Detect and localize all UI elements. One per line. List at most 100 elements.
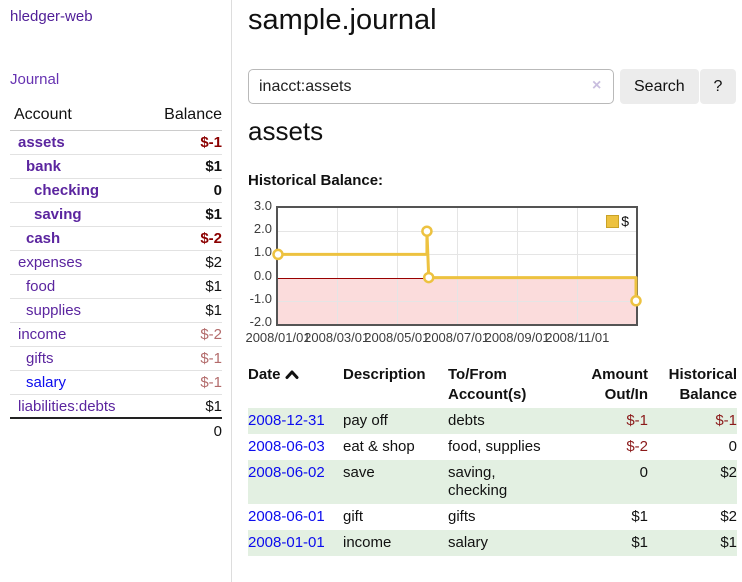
transaction-date-link[interactable]: 2008-06-02 xyxy=(248,464,325,481)
column-header-accounts: To/From Account(s) xyxy=(448,366,527,403)
register-row[interactable]: 2008-06-03 eat & shop food, supplies $-2… xyxy=(248,434,737,460)
transaction-balance: $-1 xyxy=(715,412,737,429)
account-row-cash: cash $-2 xyxy=(10,227,222,251)
account-row-checking: checking 0 xyxy=(10,179,222,203)
register-header-row: Date Description To/From Account(s) Amou… xyxy=(248,362,737,408)
account-link-salary[interactable]: salary xyxy=(26,374,67,391)
account-row-supplies: supplies $1 xyxy=(10,299,222,323)
transaction-balance: $2 xyxy=(720,464,737,481)
account-link-expenses[interactable]: expenses xyxy=(18,254,83,271)
x-axis-tick-label: 2008/03/01 xyxy=(304,330,370,345)
transaction-amount: 0 xyxy=(639,464,648,481)
legend-label: $ xyxy=(621,213,629,229)
account-link-bank[interactable]: bank xyxy=(26,158,62,175)
clear-search-icon[interactable]: × xyxy=(592,77,602,94)
account-link-liabilities-debts[interactable]: liabilities:debts xyxy=(18,397,116,415)
register-row[interactable]: 2008-01-01 income salary $1 $1 xyxy=(248,530,737,556)
account-balance: $1 xyxy=(205,278,222,295)
account-row-liabilities-debts: liabilities:debts $1 xyxy=(10,395,222,419)
sidebar-item-journal[interactable]: Journal xyxy=(10,71,60,88)
accounts-table-header: Account Balance xyxy=(10,103,222,131)
account-heading: assets xyxy=(248,116,324,146)
account-row-bank: bank $1 xyxy=(10,155,222,179)
transaction-balance: $2 xyxy=(720,508,737,525)
transaction-description: eat & shop xyxy=(343,438,415,455)
app-title-link[interactable]: hledger-web xyxy=(10,8,93,25)
search-input[interactable] xyxy=(248,69,614,104)
help-button[interactable]: ? xyxy=(700,69,736,104)
accounts-column-header: Account xyxy=(14,106,72,123)
account-link-cash[interactable]: cash xyxy=(26,230,61,247)
account-link-saving[interactable]: saving xyxy=(34,206,82,223)
transaction-balance: $1 xyxy=(720,534,737,551)
account-row-income: income $-2 xyxy=(10,323,222,347)
y-axis-tick-label: 1.0 xyxy=(253,244,272,260)
sidebar: hledger-web Journal Account Balance asse… xyxy=(0,0,232,582)
account-row-expenses: expenses $2 xyxy=(10,251,222,275)
chart-title: Historical Balance: xyxy=(248,172,384,189)
account-balance: $-1 xyxy=(200,134,222,151)
y-axis-tick-label: 3.0 xyxy=(253,198,272,213)
transaction-amount: $1 xyxy=(631,534,648,551)
date-header-label: Date xyxy=(248,366,281,383)
account-balance: 0 xyxy=(213,182,222,199)
data-point-marker xyxy=(630,295,642,307)
transaction-date-link[interactable]: 2008-06-03 xyxy=(248,438,325,455)
transaction-description: income xyxy=(343,534,392,551)
account-link-gifts[interactable]: gifts xyxy=(26,350,54,367)
account-balance: $-1 xyxy=(200,350,222,367)
account-balance: $-1 xyxy=(200,374,222,391)
x-axis-tick-label: 2008/05/01 xyxy=(364,330,430,345)
register-table: Date Description To/From Account(s) Amou… xyxy=(248,362,737,556)
x-axis-tick-label: 2008/01/01 xyxy=(245,330,311,345)
column-header-date[interactable]: Date xyxy=(248,362,343,408)
balance-column-header: Balance xyxy=(164,106,222,123)
legend-swatch xyxy=(606,214,620,228)
account-link-checking[interactable]: checking xyxy=(34,182,100,199)
column-header-amount: Amount Out/In xyxy=(591,366,648,403)
transaction-accounts: salary xyxy=(448,534,489,551)
transaction-date-link[interactable]: 2008-01-01 xyxy=(248,534,325,551)
transaction-amount: $-1 xyxy=(626,412,648,429)
chart-legend: $ xyxy=(604,212,631,230)
balance-chart: $ 3.0 2.0 1.0 0.0 -1.0 -2.0 2008/01/01 2008/03/… xyxy=(245,198,688,348)
account-link-food[interactable]: food xyxy=(26,278,56,295)
account-balance: $1 xyxy=(205,302,222,319)
register-row[interactable]: 2008-06-01 gift gifts $1 $2 xyxy=(248,504,737,530)
page-title: sample.journal xyxy=(248,4,437,36)
register-row[interactable]: 2008-12-31 pay off debts $-1 $-1 xyxy=(248,408,737,434)
accounts-table: Account Balance assets $-1 bank $1 check… xyxy=(10,103,222,443)
account-row-salary: salary $-1 xyxy=(10,371,222,395)
y-axis-tick-label: -2.0 xyxy=(249,314,272,329)
transaction-description: pay off xyxy=(343,412,388,429)
account-row-saving: saving $1 xyxy=(10,203,222,227)
account-row-assets: assets $-1 xyxy=(10,131,222,155)
account-balance: $1 xyxy=(205,397,222,415)
transaction-date-link[interactable]: 2008-12-31 xyxy=(248,412,325,429)
account-link-assets[interactable]: assets xyxy=(18,134,65,151)
transaction-description: gift xyxy=(343,508,364,525)
account-row-food: food $1 xyxy=(10,275,222,299)
transaction-accounts: gifts xyxy=(448,508,476,525)
transaction-description: save xyxy=(343,464,375,481)
data-point-marker xyxy=(422,271,435,284)
transaction-accounts: saving, checking xyxy=(448,464,508,499)
sort-ascending-icon[interactable] xyxy=(285,366,299,386)
chart-plot-area: $ xyxy=(272,206,642,326)
account-link-supplies[interactable]: supplies xyxy=(26,302,82,319)
account-link-income[interactable]: income xyxy=(18,326,67,343)
data-point-marker xyxy=(421,225,433,237)
register-row[interactable]: 2008-06-02 save saving, checking 0 $2 xyxy=(248,460,737,504)
transaction-date-link[interactable]: 2008-06-01 xyxy=(248,508,325,525)
x-axis-tick-label: 2008/07/01 xyxy=(424,330,490,345)
account-balance: $-2 xyxy=(200,326,222,343)
transaction-balance: 0 xyxy=(728,438,737,455)
balance-line-series xyxy=(272,225,642,307)
column-header-description: Description xyxy=(343,366,426,383)
account-balance: $-2 xyxy=(200,230,222,247)
search-button[interactable]: Search xyxy=(620,69,699,104)
accounts-total: 0 xyxy=(213,422,222,440)
y-axis-tick-label: 0.0 xyxy=(253,267,272,283)
y-axis-tick-label: 2.0 xyxy=(253,221,272,237)
accounts-total-row: 0 xyxy=(10,419,222,443)
